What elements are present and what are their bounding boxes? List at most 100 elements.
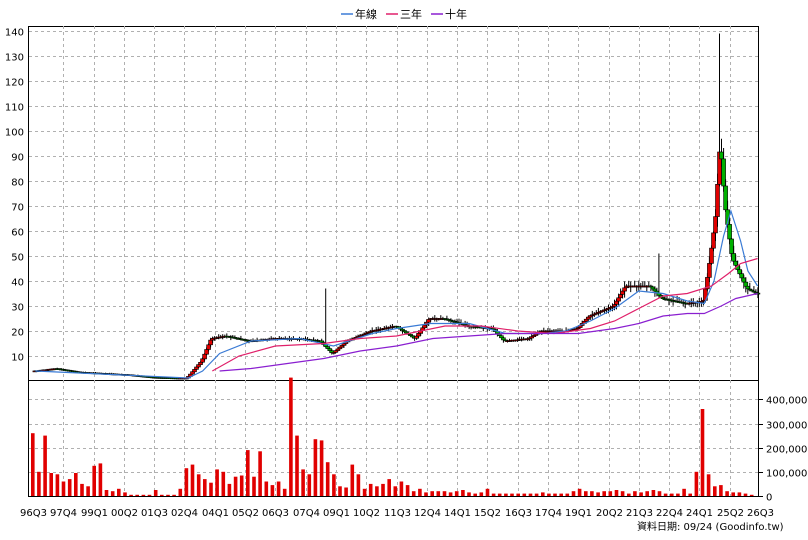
plot-frame [28, 26, 759, 497]
volume-bar [430, 491, 434, 496]
price-tick-label: 20 [11, 328, 24, 339]
volume-bar [399, 481, 404, 496]
volume-bar [405, 485, 410, 496]
volume-bar [301, 469, 305, 496]
volume-bar [547, 493, 551, 496]
candle-body [612, 304, 617, 307]
volume-bar [49, 473, 53, 496]
volume-bar [719, 485, 723, 496]
volume-bar [424, 492, 428, 496]
volume-bar [246, 450, 250, 496]
volume-bar [350, 464, 355, 496]
volume-bar [37, 471, 41, 496]
x-tick-label: 06Q3 [262, 508, 289, 519]
volume-bar [166, 494, 170, 496]
candle-body [414, 335, 419, 339]
volume-bar [209, 482, 213, 496]
candle-body [713, 216, 718, 234]
volume-bar [461, 490, 465, 496]
volume-bar [688, 493, 692, 496]
x-tick-label: 25Q2 [717, 508, 744, 519]
x-tick-label: 12Q4 [414, 508, 441, 519]
candle-body [416, 332, 421, 337]
volume-bar [700, 409, 705, 496]
volume-bar [411, 491, 416, 496]
volume-bar [43, 435, 47, 496]
volume-bar [393, 486, 398, 496]
price-tick-label: 90 [11, 153, 24, 164]
volume-bar [731, 492, 735, 496]
volume-bar [565, 493, 570, 496]
volume-tick-label: 0 [766, 493, 772, 504]
volume-bar [590, 491, 594, 496]
price-tick-label: 110 [5, 103, 24, 114]
x-tick-label: 20Q2 [596, 508, 623, 519]
volume-bar [31, 433, 35, 496]
price-tick-label: 50 [11, 253, 24, 264]
volume-bar [215, 469, 219, 496]
volume-bar [497, 493, 502, 496]
candle-body [620, 290, 625, 295]
volume-bar [110, 491, 115, 496]
price-tick-label: 10 [11, 353, 24, 364]
volume-bar [375, 486, 379, 496]
volume-bar [356, 474, 361, 497]
volume-bar [104, 490, 109, 496]
volume-bar [663, 493, 668, 496]
candle-body [583, 318, 589, 322]
volume-bar [362, 488, 367, 497]
candle-body [325, 346, 331, 349]
volume-bar [221, 471, 226, 496]
volume-bar [86, 486, 90, 496]
volume-bar [123, 492, 127, 496]
volume-bar [577, 488, 582, 497]
volume-bar [559, 493, 563, 496]
candle-body [723, 185, 728, 211]
candle-body [719, 151, 724, 160]
candle-body [727, 224, 732, 240]
volume-tick-label: 100,000 [766, 469, 807, 480]
volume-bar [485, 488, 490, 497]
candle-body [743, 281, 749, 287]
candle-body [616, 297, 621, 302]
x-tick-label: 17Q4 [535, 508, 562, 519]
volume-bar [528, 493, 533, 496]
candle-body [192, 369, 197, 373]
x-tick-label: 14Q1 [444, 508, 471, 519]
candle-body [204, 349, 209, 355]
candle-body [745, 285, 751, 290]
volume-bar [147, 494, 152, 496]
volume-bar [436, 491, 441, 496]
volume-bar [227, 483, 232, 496]
x-tick-label: 02Q4 [171, 508, 198, 519]
x-tick-label: 22Q4 [656, 508, 683, 519]
legend-label-three-year: 三年 [400, 7, 422, 21]
volume-bar [694, 471, 699, 496]
volume-bar [670, 493, 674, 496]
volume-bar [129, 494, 133, 496]
legend-item-ten-year: 十年 [431, 7, 467, 21]
volume-bar [541, 492, 545, 496]
volume-bar [141, 494, 146, 496]
candle-body [208, 339, 213, 346]
price-tick-label: 30 [11, 303, 24, 314]
volume-bar [160, 494, 164, 496]
volume-bar [682, 488, 686, 497]
candle-body [341, 343, 347, 346]
candle-body [200, 358, 205, 363]
x-tick-label: 11Q3 [384, 508, 411, 519]
volume-bar [627, 493, 631, 496]
candle-body [715, 184, 720, 217]
volume-bar [651, 490, 656, 496]
x-tick-label: 00Q2 [111, 508, 138, 519]
volume-bar [338, 486, 342, 496]
legend-item-three-year: 三年 [386, 7, 422, 21]
ma-line-annual [35, 208, 759, 379]
candle-body [422, 324, 428, 329]
volume-bar [203, 479, 207, 496]
volume-bar [534, 493, 539, 496]
volume-bar [61, 481, 66, 496]
volume-bar [657, 491, 662, 496]
volume-bar [289, 377, 293, 496]
